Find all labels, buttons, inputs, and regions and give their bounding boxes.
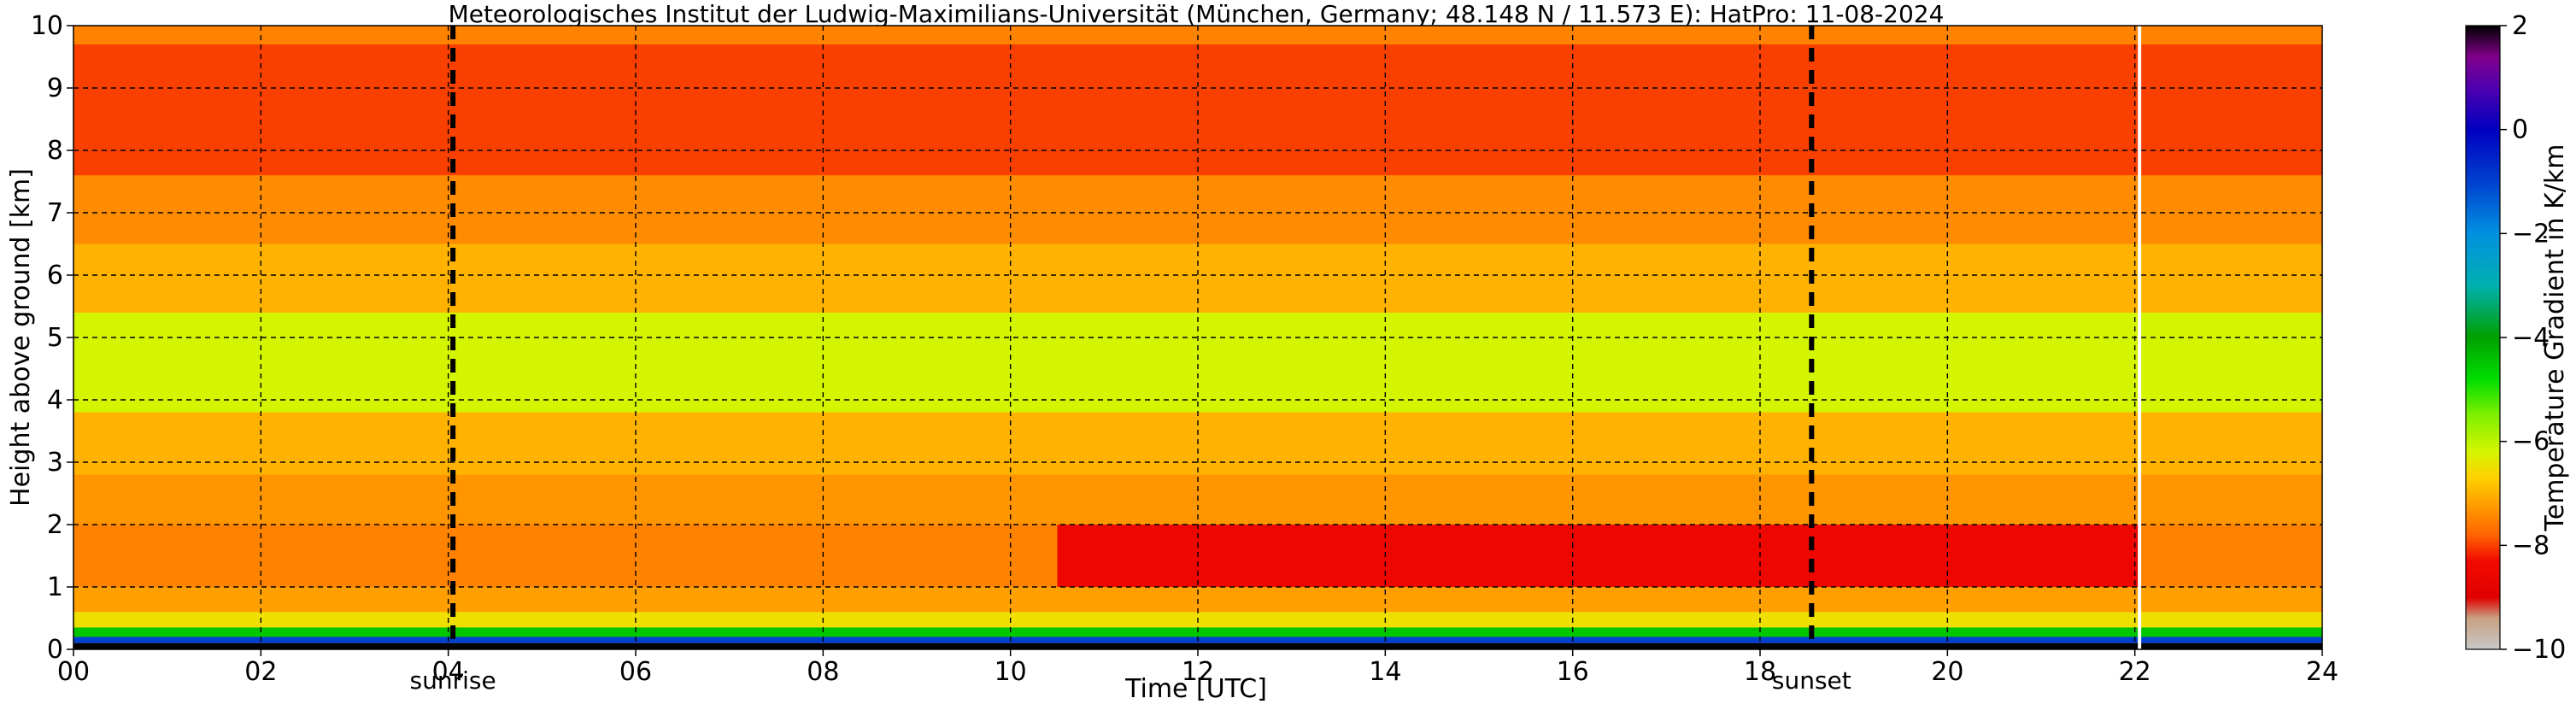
sun-marker-label: sunset	[1772, 666, 1851, 695]
colorbar-tick-label: −2	[2512, 219, 2550, 249]
x-tick-label: 24	[2306, 657, 2338, 687]
y-axis-ticks: 0 1 2 3 4 5 6 7 8 9 10	[31, 11, 73, 665]
y-tick-label: 7	[47, 198, 63, 228]
x-tick-label: 02	[244, 657, 277, 687]
x-tick-label: 20	[1931, 657, 1963, 687]
chart-title: Meteorologisches Institut der Ludwig-Max…	[449, 0, 1945, 28]
x-tick-label: 04	[432, 657, 465, 687]
y-tick-label: 8	[47, 136, 63, 166]
y-tick-label: 2	[47, 510, 63, 540]
y-tick-label: 4	[47, 385, 63, 415]
x-tick-label: 08	[807, 657, 839, 687]
grid-lines	[73, 26, 2322, 649]
colorbar: 2 0 −2 −4 −6 −8 −10 Temperature Gradient in K/…	[2465, 11, 2570, 665]
colorbar-tick-label: −10	[2512, 635, 2566, 665]
colorbar-ticks: 2 0 −2 −4 −6 −8 −10	[2500, 11, 2566, 665]
colorbar-scale	[2465, 25, 2501, 650]
sun-markers: sunrise sunset	[410, 26, 1851, 695]
y-tick-label: 6	[47, 261, 63, 290]
colorbar-tick-label: −4	[2512, 323, 2550, 353]
colorbar-tick-label: 0	[2512, 115, 2528, 145]
x-tick-label: 22	[2119, 657, 2151, 687]
x-axis-label: Time [UTC]	[1124, 674, 1267, 704]
colorbar-tick-label: −6	[2512, 427, 2550, 457]
x-tick-label: 00	[57, 657, 90, 687]
x-tick-label: 10	[995, 657, 1027, 687]
y-tick-label: 1	[47, 572, 63, 602]
y-tick-label: 3	[47, 448, 63, 478]
y-tick-label: 0	[47, 635, 63, 665]
inversion-layer	[1057, 525, 2140, 587]
x-tick-label: 12	[1182, 657, 1214, 687]
x-tick-label: 14	[1369, 657, 1401, 687]
y-tick-label: 10	[31, 11, 63, 41]
plot-area: sunrise sunset	[73, 25, 2323, 695]
y-tick-label: 5	[47, 323, 63, 353]
x-tick-label: 18	[1744, 657, 1776, 687]
colorbar-label: Temperature Gradient in K/km	[2540, 144, 2570, 532]
x-tick-label: 16	[1557, 657, 1589, 687]
colorbar-tick-label: −8	[2512, 531, 2550, 560]
x-tick-label: 06	[619, 657, 652, 687]
sun-marker-label: sunrise	[410, 666, 496, 695]
y-tick-label: 9	[47, 73, 63, 103]
x-axis-ticks: 00 02 04 06 08 10 12 14 16 18 20 22 24	[57, 649, 2338, 687]
colorbar-tick-label: 2	[2512, 11, 2528, 41]
y-axis-label: Height above ground [km]	[6, 168, 36, 507]
